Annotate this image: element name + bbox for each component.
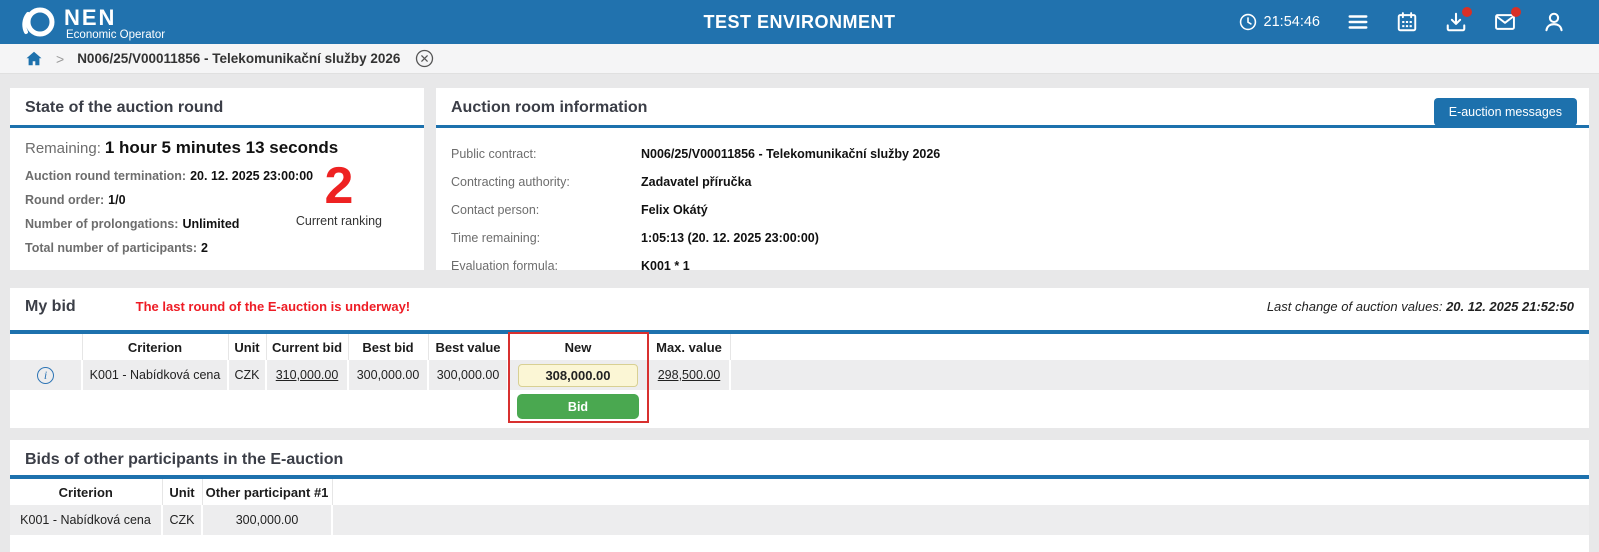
- downloads-notification-dot: [1462, 7, 1472, 17]
- server-clock: 21:54:46: [1239, 13, 1320, 31]
- other-participants-table: Criterion Unit Other participant #1 K001…: [10, 475, 1589, 535]
- clock-icon: [1239, 13, 1257, 31]
- col-other-participant-1: Other participant #1: [202, 477, 333, 505]
- other-participants-panel: Bids of other participants in the E-auct…: [10, 440, 1589, 552]
- remaining-time: Remaining: 1 hour 5 minutes 13 seconds: [25, 138, 339, 157]
- my-bid-panel: My bid The last round of the E-auction i…: [10, 288, 1589, 428]
- col-new: New: [508, 332, 649, 360]
- home-icon[interactable]: [25, 50, 43, 68]
- col-criterion: Criterion: [10, 477, 163, 505]
- col-best-bid: Best bid: [348, 332, 429, 360]
- profile-icon[interactable]: [1543, 11, 1565, 33]
- top-bar-actions: 21:54:46: [1239, 7, 1599, 33]
- room-panel-title: Auction room information: [451, 99, 648, 116]
- my-bid-table: Criterion Unit Current bid Best bid Best…: [10, 330, 1589, 423]
- col-best-value: Best value: [428, 332, 509, 360]
- best-bid-cell: 300,000.00: [348, 360, 429, 390]
- criterion-cell: K001 - Nabídková cena: [10, 505, 163, 535]
- other-participant-bid-cell: 300,000.00: [202, 505, 333, 535]
- public-contract-row: Public contract: N006/25/V00011856 - Tel…: [451, 147, 941, 161]
- my-bid-data-row: i K001 - Nabídková cena CZK 310,000.00 3…: [10, 360, 1589, 390]
- messages-notification-dot: [1511, 7, 1521, 17]
- brand-name: NEN: [64, 4, 117, 30]
- calendar-icon[interactable]: [1396, 11, 1418, 33]
- col-unit: Unit: [228, 332, 267, 360]
- col-current-bid: Current bid: [266, 332, 349, 360]
- auction-round-termination: Auction round termination: 20. 12. 2025 2…: [25, 169, 314, 183]
- other-participants-data-row: K001 - Nabídková cena CZK 300,000.00: [10, 505, 1589, 535]
- last-change-note: Last change of auction values: 20. 12. 2…: [1266, 299, 1574, 314]
- total-participants: Total number of participants: 2: [25, 241, 208, 255]
- contact-person-row: Contact person: Felix Okátý: [451, 203, 708, 217]
- top-bar: NEN Economic Operator TEST ENVIRONMENT 2…: [0, 0, 1599, 44]
- breadcrumb: > N006/25/V00011856 - Telekomunikační sl…: [0, 44, 1599, 74]
- last-round-warning: The last round of the E-auction is under…: [135, 299, 411, 314]
- breadcrumb-tab-title[interactable]: N006/25/V00011856 - Telekomunikační služ…: [77, 51, 401, 66]
- other-participants-header-row: Criterion Unit Other participant #1: [10, 477, 1589, 505]
- number-of-prolongations: Number of prolongations: Unlimited: [25, 217, 240, 231]
- nen-logo-icon: [22, 7, 55, 37]
- e-auction-messages-button[interactable]: E-auction messages: [1433, 98, 1577, 126]
- my-bid-header-row: Criterion Unit Current bid Best bid Best…: [10, 332, 1589, 360]
- state-panel-title: State of the auction round: [25, 99, 224, 116]
- current-ranking-label: Current ranking: [295, 214, 382, 228]
- brand-subtitle: Economic Operator: [66, 28, 166, 41]
- state-of-auction-round-panel: State of the auction round Remaining: 1 h…: [10, 88, 424, 270]
- breadcrumb-separator: >: [56, 50, 65, 67]
- auction-room-information-panel: Auction room information E-auction messa…: [436, 88, 1589, 273]
- brand-logo[interactable]: NEN Economic Operator: [0, 4, 165, 40]
- round-order: Round order: 1/0: [25, 193, 126, 207]
- clock-time: 21:54:46: [1263, 14, 1320, 30]
- criterion-cell: K001 - Nabídková cena: [82, 360, 229, 390]
- auction-room-page: State of the auction round Remaining: 1 h…: [0, 74, 1599, 552]
- contracting-authority-row: Contracting authority: Zadavatel příručk…: [451, 175, 752, 189]
- my-bid-title: My bid: [25, 298, 76, 315]
- col-criterion: Criterion: [82, 332, 229, 360]
- unit-cell: CZK: [162, 505, 203, 535]
- new-bid-input[interactable]: [518, 363, 638, 387]
- messages-icon[interactable]: [1494, 7, 1521, 33]
- menu-icon[interactable]: [1347, 11, 1369, 33]
- bid-action-row: Bid: [10, 390, 1589, 423]
- close-tab-icon[interactable]: [415, 49, 434, 68]
- max-value-link[interactable]: 298,500.00: [657, 368, 721, 382]
- best-value-cell: 300,000.00: [428, 360, 509, 390]
- current-bid-link[interactable]: 310,000.00: [275, 368, 339, 382]
- col-max-value: Max. value: [648, 332, 731, 360]
- criterion-info-icon[interactable]: i: [37, 366, 54, 384]
- unit-cell: CZK: [228, 360, 267, 390]
- col-unit: Unit: [162, 477, 203, 505]
- remaining-time-value: 1 hour 5 minutes 13 seconds: [104, 138, 339, 157]
- bid-button[interactable]: Bid: [517, 394, 639, 419]
- downloads-icon[interactable]: [1445, 7, 1472, 33]
- other-participants-title: Bids of other participants in the E-auct…: [25, 451, 344, 468]
- evaluation-formula-row: Evaluation formula: K001 * 1: [451, 259, 690, 273]
- time-remaining-row: Time remaining: 1:05:13 (20. 12. 2025 23…: [451, 231, 819, 245]
- current-ranking-value: 2: [324, 157, 354, 215]
- current-ranking: 2 Current ranking: [296, 160, 382, 228]
